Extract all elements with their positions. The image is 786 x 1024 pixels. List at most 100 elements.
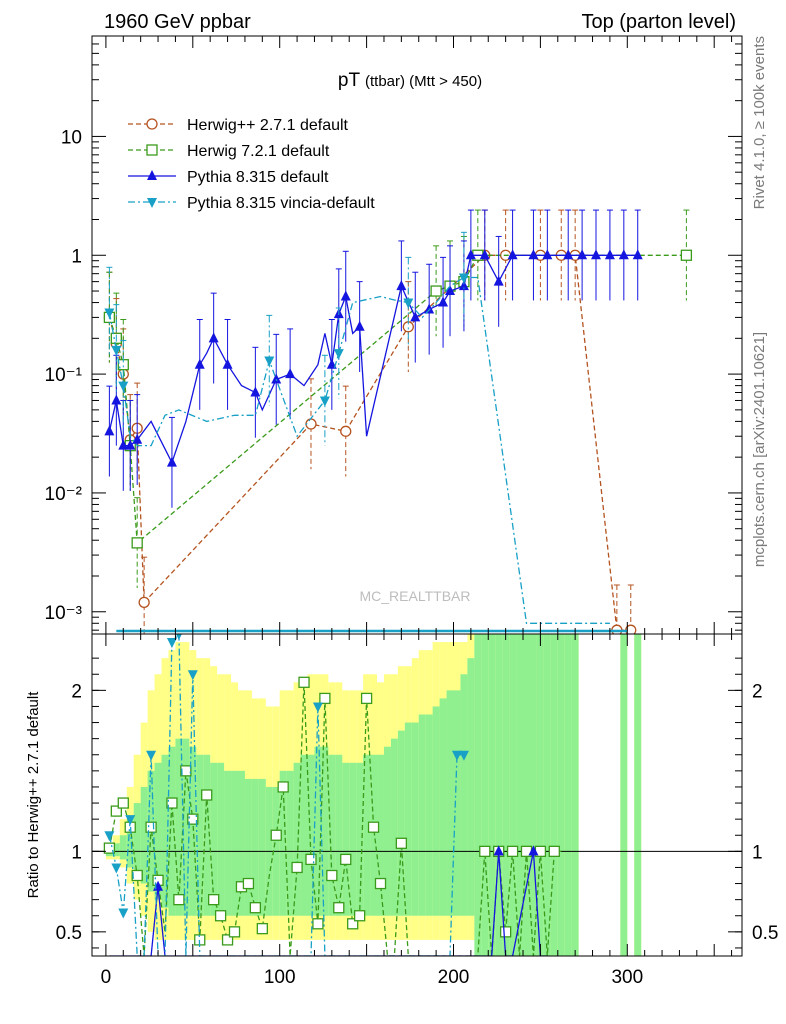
ratio-herwig-7-2-1-default-point [291, 861, 303, 874]
main-pythia-8-315-vincia-default-point [458, 273, 469, 284]
ratio-herwig-7-2-1-default-point [395, 837, 408, 849]
ratio-herwig-7-2-1-default-point [333, 902, 345, 914]
rivet-label: Rivet 4.1.0, ≥ 100k events [751, 36, 768, 209]
x-tick-label: 100 [264, 967, 296, 988]
main-pythia-8-315-default-point [250, 386, 261, 397]
uncertainty-band-green [349, 762, 357, 916]
main-pythia-8-315-vincia-default-point [333, 349, 344, 360]
main-pythia-8-315-default-point [591, 249, 602, 260]
ratio-y-tick-label: 2 [71, 681, 82, 702]
header-right: Top (parton level) [581, 11, 736, 33]
legend-pythia-8-315-vincia-default-label: Pythia 8.315 vincia-default [187, 195, 375, 212]
uncertainty-band-green [571, 634, 579, 956]
ratio-herwig-7-2-1-default-point [367, 821, 380, 833]
uncertainty-band-green [286, 770, 294, 916]
uncertainty-band-green [231, 770, 238, 916]
uncertainty-band-green [634, 634, 642, 956]
ratio-pythia-8-315-vincia-default-point [187, 670, 198, 681]
uncertainty-band-green [161, 754, 169, 908]
legend-herwig-7-2-1-default-label: Herwig 7.2.1 default [187, 143, 330, 160]
ratio-y-tick-label: 0.5 [56, 923, 82, 944]
uncertainty-band-green [439, 698, 447, 916]
uncertainty-band-green [293, 762, 301, 916]
ratio-herwig-7-2-1-default-point [228, 926, 241, 938]
main-pythia-8-315-vincia-default-point [111, 345, 122, 356]
uncertainty-band-green [251, 778, 259, 916]
ratio-pythia-8-315-vincia-default-point [111, 863, 122, 874]
main-pythia-8-315-vincia-default-line [108, 276, 610, 624]
uncertainty-band-green [460, 674, 468, 916]
main-pythia-8-315-default-point [340, 290, 351, 301]
watermark-label: MC_REALTTBAR [360, 588, 471, 604]
ratio-herwig-7-2-1-default-point [340, 853, 352, 866]
uncertainty-band-green [196, 754, 204, 916]
legend-herwig-2-7-1-default-marker [146, 118, 158, 130]
main-pythia-8-315-default-point [125, 439, 136, 450]
main-herwig-7-2-1-default-point [131, 537, 143, 549]
ratio-herwig-7-2-1-default-point [353, 910, 366, 922]
ratio-pythia-8-315-vincia-default-point [312, 702, 323, 713]
uncertainty-band-green [502, 634, 510, 956]
uncertainty-band-green [335, 754, 343, 916]
uncertainty-band-green [210, 762, 218, 916]
ratio-herwig-7-2-1-default-point [201, 789, 213, 801]
ratio-herwig-7-2-1-default-point [270, 829, 282, 841]
legend-pythia-8-315-default-marker [147, 170, 157, 180]
main-pythia-8-315-default-point [111, 394, 122, 405]
uncertainty-band-green [453, 690, 461, 916]
uncertainty-band-green [474, 634, 482, 956]
legend: Herwig++ 2.7.1 default Herwig 7.2.1 defau… [128, 117, 375, 212]
uncertainty-band-green [404, 722, 412, 916]
ratio-herwig-7-2-1-default-point [110, 805, 122, 817]
uncertainty-band-green [383, 746, 391, 916]
main-pythia-8-315-default-point [222, 358, 233, 369]
ratio-herwig-7-2-1-default-point [326, 869, 338, 882]
ratio-herwig-7-2-1-default-point [131, 869, 143, 882]
ratio-herwig-7-2-1-default-point [347, 918, 359, 930]
ratio-pythia-8-315-vincia-default-point [104, 831, 115, 842]
uncertainty-band-green [140, 786, 148, 884]
uncertainty-band-green [279, 770, 287, 916]
ratio-herwig-7-2-1-default-point [277, 781, 289, 793]
uncertainty-band-green [564, 634, 572, 956]
main-herwig-7-2-1-default-line [108, 254, 687, 545]
uncertainty-band-green [133, 803, 141, 876]
uncertainty-band-green [557, 634, 565, 956]
uncertainty-band-green [397, 730, 405, 916]
uncertainty-band-green [370, 754, 378, 916]
y-tick-label: 1 [71, 246, 82, 267]
ratio-herwig-7-2-1-default-point [180, 765, 192, 777]
ratio-y-tick-label-right: 1 [752, 842, 763, 863]
ratio-y-tick-label-right: 0.5 [752, 923, 778, 944]
main-pythia-8-315-default-point [465, 249, 476, 260]
plot-title-main: pT [338, 70, 361, 91]
uncertainty-band-green [411, 722, 419, 916]
uncertainty-band-green [516, 634, 524, 956]
ratio-herwig-7-2-1-default-point [479, 845, 491, 857]
main-pythia-8-315-vincia-default-point [118, 381, 129, 392]
main-pythia-8-315-default-point [396, 280, 407, 291]
ratio-herwig-7-2-1-default-point [242, 877, 255, 890]
ratio-herwig-7-2-1-default-point [249, 902, 262, 914]
uncertainty-band-green [481, 634, 489, 956]
main-pythia-8-315-default-point [507, 249, 518, 260]
uncertainty-band-green [620, 634, 628, 956]
uncertainty-band-green [509, 634, 517, 956]
main-pythia-8-315-vincia-default-point [403, 298, 414, 309]
ratio-pythia-8-315-vincia-default-point [166, 638, 177, 649]
uncertainty-band-green [189, 746, 197, 916]
uncertainty-band-green [328, 754, 336, 916]
main-pythia-8-315-default-point [445, 285, 456, 296]
uncertainty-band-green [543, 634, 551, 956]
ratio-plot: 0.5 0.5 1 1 2 2 0 100 200 300 Ratio to Herwig++ 2… [25, 633, 778, 988]
main-pythia-8-315-default-point [132, 433, 143, 444]
main-pythia-8-315-default-line [108, 254, 638, 465]
ratio-herwig-7-2-1-default-point [374, 877, 387, 890]
uncertainty-band-green [175, 738, 183, 916]
main-herwig-2-7-1-default-point [340, 425, 352, 437]
uncertainty-band-green [529, 634, 537, 956]
ratio-pythia-8-315-vincia-default-point [125, 815, 136, 826]
ratio-herwig-7-2-1-default-point [548, 845, 560, 857]
uncertainty-band-green [168, 746, 176, 916]
